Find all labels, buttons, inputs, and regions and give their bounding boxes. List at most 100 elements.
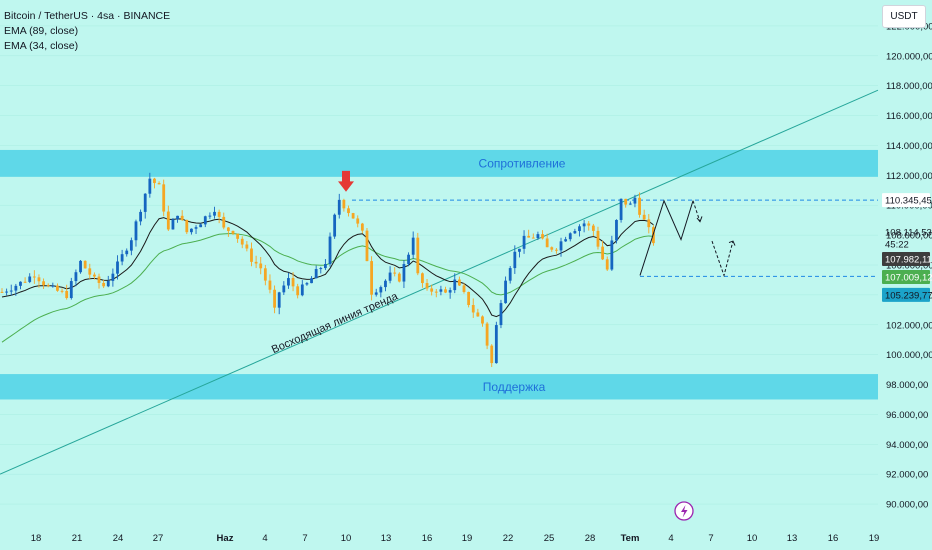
ema-34-curve <box>1 217 654 318</box>
x-tick-label: 27 <box>153 533 164 544</box>
candle-body <box>74 272 78 282</box>
candle-body <box>139 211 142 222</box>
candle-body <box>305 283 309 285</box>
candle-body <box>490 345 494 364</box>
candle-body <box>559 241 563 251</box>
candle-body <box>610 240 614 270</box>
ema-34-legend[interactable]: EMA (34, close) <box>4 40 79 52</box>
candle-body <box>125 250 129 255</box>
candle-body <box>157 183 161 185</box>
candle-body <box>273 289 276 308</box>
candle-body <box>601 246 604 260</box>
candle-body <box>402 264 406 282</box>
candle-body <box>411 237 415 255</box>
candle-body <box>633 197 637 204</box>
price-badge-bg <box>882 193 930 208</box>
candle-body <box>65 290 69 299</box>
time-axis[interactable]: 18 21 24 27 Haz 4 7 10 13 16 19 22 25 28 Tem 4 7 10 13 16 19 <box>31 533 880 544</box>
candle-body <box>263 268 267 281</box>
candle-body <box>508 268 512 281</box>
projection-solid <box>639 199 694 276</box>
price-badge-bg <box>882 287 930 302</box>
candle-body <box>180 215 184 220</box>
candle-body <box>578 226 581 232</box>
x-tick-label: 13 <box>381 533 392 544</box>
candle-body <box>106 280 110 287</box>
candle-body <box>46 285 50 287</box>
candle-body <box>42 281 45 286</box>
candle-body <box>550 247 554 250</box>
candle-body <box>582 223 586 227</box>
trend-line-label: Восходящая линия тренда <box>270 290 401 356</box>
ema-89-legend[interactable]: EMA (89, close) <box>4 25 79 37</box>
candle-body <box>596 230 600 247</box>
candle-body <box>208 215 212 217</box>
x-tick-label: 13 <box>787 533 798 544</box>
support-label: Поддержка <box>483 380 546 394</box>
dashed-levels <box>352 199 878 277</box>
resistance-zone <box>0 149 878 177</box>
candle-body <box>19 281 22 286</box>
x-tick-label: 18 <box>31 533 42 544</box>
candle-body <box>527 235 531 238</box>
candle-body <box>213 211 216 216</box>
candle-body <box>83 260 87 269</box>
price-badge-label: 107.982,11 <box>885 255 932 266</box>
x-tick-label: 16 <box>828 533 839 544</box>
candle-body <box>60 290 64 292</box>
candle-body <box>397 273 401 282</box>
candle-body <box>185 219 189 233</box>
y-tick-label: 118.000,00 <box>886 81 932 92</box>
candle-body <box>462 285 466 292</box>
x-tick-label: Haz <box>217 533 234 544</box>
price-badge-bg <box>882 269 930 284</box>
x-tick-label: 16 <box>422 533 433 544</box>
projection-path[interactable] <box>639 199 736 278</box>
candle-body <box>360 223 364 231</box>
candle-body <box>444 289 447 293</box>
candle-body <box>407 254 410 265</box>
x-tick-label: 19 <box>462 533 473 544</box>
candle-body <box>379 287 383 293</box>
candle-body <box>176 215 179 220</box>
x-tick-label: 10 <box>747 533 758 544</box>
candle-body <box>250 248 253 262</box>
y-tick-label: 94.000,00 <box>886 440 928 451</box>
candle-body <box>300 284 304 296</box>
candle-body <box>79 260 82 273</box>
y-tick-label: 108.000,00 <box>886 231 932 242</box>
candle-body <box>541 234 544 239</box>
candle-body <box>573 231 577 234</box>
currency-unit-badge[interactable]: USDT <box>882 5 926 28</box>
candle-body <box>499 303 503 326</box>
candle-body <box>430 288 434 292</box>
symbol-title[interactable]: Bitcoin / TetherUS · 4sa · BINANCE <box>4 10 171 22</box>
candle-body <box>448 290 452 293</box>
candle-body <box>56 285 59 291</box>
candle-body <box>287 278 290 286</box>
ascending-trend-line[interactable] <box>0 89 879 475</box>
candle-body <box>434 291 438 293</box>
candle-body <box>494 325 498 364</box>
candle-body <box>421 273 424 284</box>
candle-body <box>518 248 521 252</box>
x-tick-label: 19 <box>869 533 880 544</box>
y-tick-label: 116.000,00 <box>886 111 932 122</box>
candle-body <box>319 268 323 270</box>
y-tick-label: 98.000,00 <box>886 380 928 391</box>
candle-body <box>194 227 198 229</box>
candle-body <box>240 238 244 245</box>
candle-body <box>28 276 32 282</box>
candle-body <box>102 282 106 287</box>
candle-body <box>0 291 4 293</box>
candle-body <box>564 239 568 242</box>
x-tick-label: 24 <box>113 533 124 544</box>
candle-body <box>628 203 632 205</box>
ema-34-line <box>1 217 654 318</box>
candle-body <box>245 244 249 249</box>
x-tick-label: Tem <box>621 533 640 544</box>
candle-body <box>143 193 147 212</box>
lightning-icon[interactable] <box>674 501 694 521</box>
y-tick-label: 102.000,00 <box>886 320 932 331</box>
